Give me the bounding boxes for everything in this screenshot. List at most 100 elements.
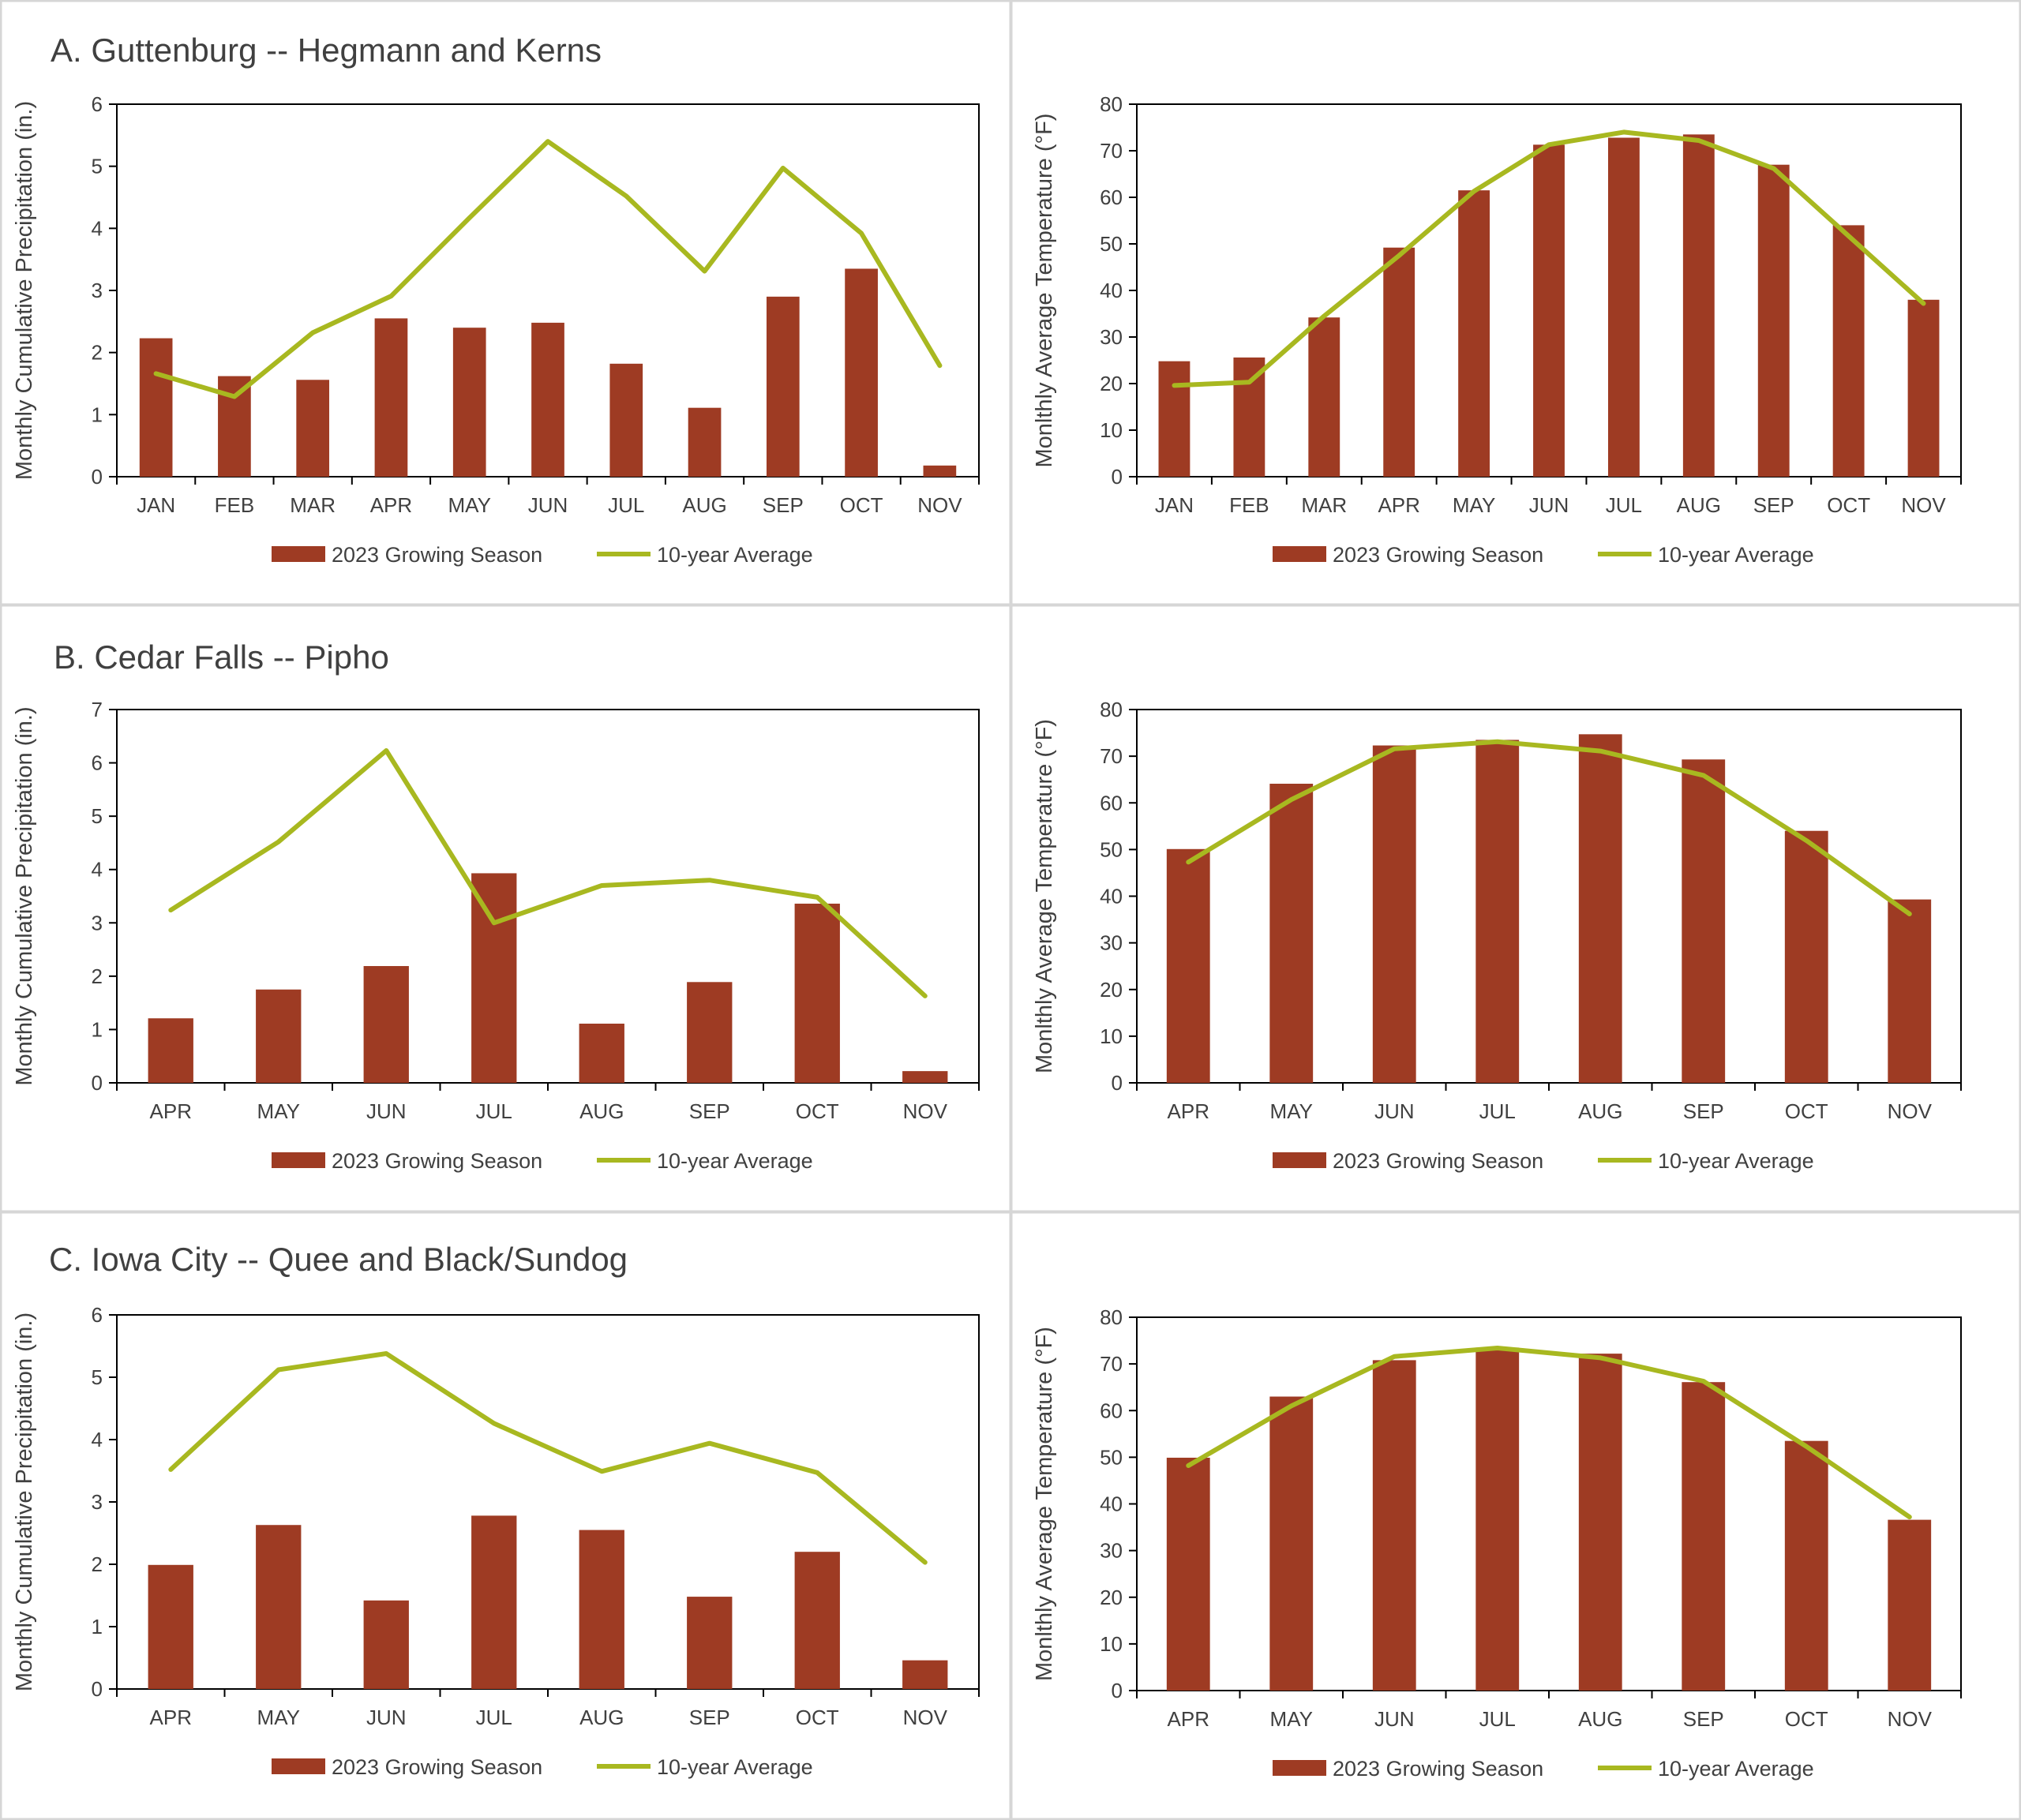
x-tick-label: MAY <box>448 493 491 517</box>
bar-sep <box>766 296 800 477</box>
x-tick-label: SEP <box>1683 1099 1724 1123</box>
y-tick-label: 0 <box>1112 1071 1123 1095</box>
point-jul <box>625 195 627 197</box>
y-tick-label: 30 <box>1100 325 1123 349</box>
point-sep <box>709 1443 711 1444</box>
y-tick-label: 80 <box>1100 1305 1123 1329</box>
x-tick-label: MAY <box>1453 493 1495 517</box>
y-tick-label: 10 <box>1100 418 1123 442</box>
point-jul <box>1497 1347 1498 1349</box>
y-tick-label: 10 <box>1100 1632 1123 1656</box>
panel-title: B. Cedar Falls -- Pipho <box>54 638 389 676</box>
legend-line-label: 10-year Average <box>1658 543 1814 567</box>
x-tick-label: JUL <box>476 1099 512 1123</box>
legend-bar-swatch <box>272 546 325 562</box>
bar-jul <box>471 873 517 1083</box>
y-axis-title: Monthly Cumulative Precipitation (in.) <box>12 1313 37 1691</box>
bar-may <box>256 1525 302 1689</box>
bar-may <box>1269 1396 1314 1691</box>
point-aug <box>704 271 706 272</box>
x-tick-label: APR <box>1378 493 1419 517</box>
legend-bar-label: 2023 Growing Season <box>1333 1757 1543 1781</box>
y-tick-label: 1 <box>92 403 103 426</box>
bar-sep <box>687 982 733 1083</box>
x-tick-label: APR <box>1168 1099 1209 1123</box>
legend-bar-swatch <box>1273 1152 1326 1168</box>
bar-aug <box>579 1530 624 1689</box>
y-tick-label: 50 <box>1100 1445 1123 1469</box>
x-tick-label: APR <box>150 1099 192 1123</box>
point-sep <box>709 879 711 881</box>
legend: 2023 Growing Season 10-year Average <box>272 1755 813 1779</box>
x-tick-label: SEP <box>763 493 804 517</box>
point-jun <box>1548 144 1550 145</box>
bar-jul <box>1475 740 1520 1083</box>
bar-oct <box>1832 225 1865 477</box>
bar-sep <box>1682 1382 1726 1691</box>
x-tick-label: MAY <box>1270 1707 1313 1731</box>
y-tick-label: 50 <box>1100 837 1123 861</box>
x-tick-label: JUN <box>1374 1707 1415 1731</box>
legend-bar-label: 2023 Growing Season <box>1333 543 1543 567</box>
x-tick-label: NOV <box>1888 1707 1933 1731</box>
point-may <box>469 217 471 219</box>
y-tick-label: 3 <box>92 911 103 934</box>
y-tick-label: 50 <box>1100 232 1123 256</box>
bar-jan <box>139 338 173 477</box>
bar-oct <box>845 268 878 477</box>
x-tick-label: MAY <box>1270 1099 1313 1123</box>
y-tick-label: 70 <box>1100 1352 1123 1376</box>
x-tick-label: SEP <box>689 1706 730 1729</box>
x-tick-label: SEP <box>1753 493 1794 517</box>
legend-bar-label: 2023 Growing Season <box>332 543 542 567</box>
x-tick-label: APR <box>1168 1707 1209 1731</box>
y-tick-label: 30 <box>1100 1539 1123 1563</box>
x-tick-label: NOV <box>1888 1099 1933 1123</box>
y-tick-label: 60 <box>1100 185 1123 209</box>
line-10-year-average <box>1186 1346 1912 1520</box>
bar-may <box>1269 784 1314 1083</box>
bar-apr <box>1166 848 1210 1083</box>
x-tick-label: AUG <box>1677 493 1721 517</box>
bar-nov <box>1907 299 1940 477</box>
point-sep <box>1703 774 1704 776</box>
point-jul <box>1497 741 1498 743</box>
chart-2: 0 10 20 30 40 50 60 70 80 JAN FEB MAR APR MAY JUN JUL AU… <box>1032 92 1962 567</box>
y-tick-label: 70 <box>1100 744 1123 768</box>
x-tick-label: OCT <box>1785 1099 1828 1123</box>
x-tick-label: JUL <box>1479 1099 1516 1123</box>
bar-apr <box>1166 1457 1210 1691</box>
bar-jun <box>1372 745 1416 1083</box>
legend-bar-label: 2023 Growing Season <box>332 1755 542 1779</box>
y-tick-label: 0 <box>92 1071 103 1095</box>
panel-title: A. Guttenburg -- Hegmann and Kerns <box>51 32 602 69</box>
y-tick-label: 2 <box>92 341 103 365</box>
y-axis-title: Monthly Cumulative Precipitation (in.) <box>12 706 37 1085</box>
y-tick-label: 60 <box>1100 791 1123 815</box>
legend-bar-swatch <box>1273 546 1326 562</box>
y-tick-label: 40 <box>1100 1492 1123 1516</box>
bar-apr <box>1383 247 1415 477</box>
bar-jun <box>1533 144 1565 477</box>
y-tick-label: 5 <box>92 1365 103 1389</box>
legend-line-label: 10-year Average <box>1658 1149 1814 1173</box>
x-tick-label: MAR <box>290 493 336 517</box>
x-tick-label: OCT <box>796 1706 839 1729</box>
legend: 2023 Growing Season 10-year Average <box>1273 1757 1814 1781</box>
point-sep <box>1773 167 1775 169</box>
bar-aug <box>688 407 722 477</box>
y-tick-label: 6 <box>92 751 103 775</box>
legend: 2023 Growing Season 10-year Average <box>1273 1149 1814 1173</box>
point-jun <box>1393 1356 1395 1358</box>
y-tick-label: 1 <box>92 1615 103 1638</box>
point-jun <box>1393 748 1395 750</box>
x-tick-label: JUL <box>476 1706 512 1729</box>
x-tick-label: JUL <box>608 493 644 517</box>
point-oct <box>1848 235 1850 237</box>
y-tick-label: 20 <box>1100 978 1123 1002</box>
x-tick-label: AUG <box>1578 1707 1622 1731</box>
legend-bar-label: 2023 Growing Season <box>1333 1149 1543 1173</box>
y-tick-label: 0 <box>1112 1679 1123 1702</box>
x-tick-label: FEB <box>1229 493 1269 517</box>
point-nov <box>939 365 940 366</box>
